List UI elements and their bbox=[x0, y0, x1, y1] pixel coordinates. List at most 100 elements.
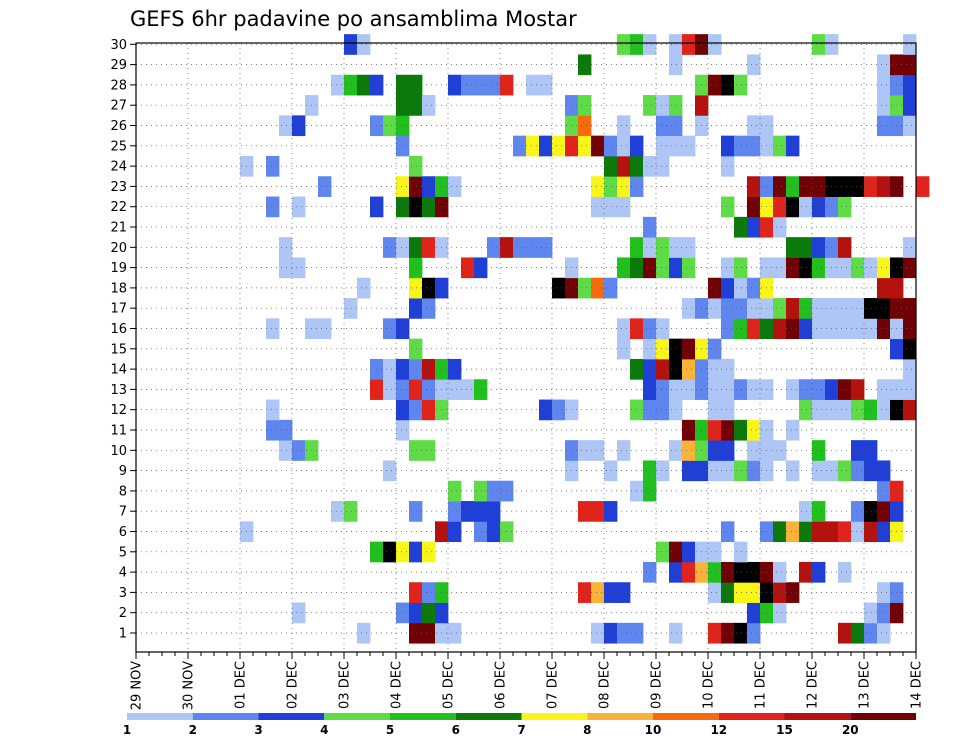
heatmap-cell bbox=[682, 541, 696, 563]
heatmap-cell bbox=[682, 561, 696, 583]
heatmap-cell bbox=[279, 115, 293, 137]
heatmap-cell bbox=[487, 480, 501, 502]
heatmap-cell bbox=[396, 399, 410, 421]
heatmap-cell bbox=[812, 196, 826, 218]
heatmap-cell bbox=[812, 298, 826, 319]
y-tick-label: 4 bbox=[119, 566, 127, 581]
heatmap-cell bbox=[838, 399, 852, 421]
y-tick-label: 15 bbox=[110, 342, 127, 357]
heatmap-cell bbox=[409, 379, 423, 400]
heatmap-cell bbox=[578, 277, 592, 299]
heatmap-cell bbox=[448, 501, 462, 522]
y-tick-label: 3 bbox=[119, 586, 127, 601]
heatmap-cell bbox=[747, 115, 761, 137]
heatmap-cell bbox=[851, 176, 865, 197]
y-tick-label: 30 bbox=[110, 38, 127, 53]
heatmap-cell bbox=[721, 460, 735, 482]
colorbar-label: 1 bbox=[123, 723, 131, 737]
heatmap-cell bbox=[747, 460, 761, 482]
heatmap-cell bbox=[812, 34, 826, 55]
colorbar-label: 7 bbox=[517, 723, 525, 737]
y-tick-label: 8 bbox=[119, 484, 127, 499]
heatmap-cell bbox=[747, 216, 761, 238]
heatmap-cell bbox=[409, 95, 423, 116]
heatmap-cell bbox=[591, 277, 605, 299]
heatmap-cell bbox=[799, 561, 813, 583]
heatmap-cell bbox=[669, 95, 683, 116]
heatmap-cell bbox=[656, 399, 670, 421]
heatmap-cell bbox=[838, 176, 852, 197]
heatmap-cell bbox=[396, 196, 410, 218]
heatmap-cell bbox=[604, 501, 618, 522]
heatmap-cell bbox=[877, 74, 891, 96]
y-tick-label: 9 bbox=[119, 464, 127, 479]
heatmap-cell bbox=[877, 54, 891, 76]
heatmap-cell bbox=[721, 318, 735, 340]
heatmap-cell bbox=[656, 358, 670, 380]
heatmap-cell bbox=[331, 501, 345, 522]
chart-title: GEFS 6hr padavine po ansamblima Mostar bbox=[130, 7, 577, 31]
colorbar-label: 6 bbox=[452, 723, 460, 737]
colorbar-label: 15 bbox=[776, 723, 793, 737]
heatmap-cell bbox=[422, 440, 436, 461]
heatmap-cell bbox=[396, 237, 410, 258]
heatmap-cell bbox=[292, 257, 306, 279]
heatmap-cell bbox=[448, 74, 462, 96]
heatmap-cell bbox=[864, 176, 878, 197]
heatmap-cell bbox=[708, 541, 722, 563]
heatmap-cell bbox=[383, 318, 397, 340]
heatmap-cell bbox=[487, 74, 501, 96]
heatmap-cell bbox=[656, 115, 670, 137]
heatmap-cell bbox=[734, 541, 748, 563]
heatmap-cell bbox=[734, 216, 748, 238]
heatmap-cell bbox=[799, 196, 813, 218]
heatmap-cell bbox=[279, 440, 293, 461]
heatmap-cell bbox=[877, 602, 891, 624]
heatmap-cell bbox=[656, 318, 670, 340]
heatmap-cell bbox=[877, 460, 891, 482]
y-tick-label: 11 bbox=[110, 424, 127, 439]
heatmap-cell bbox=[526, 74, 540, 96]
heatmap-cell bbox=[617, 622, 631, 644]
colorbar-label: 4 bbox=[320, 723, 328, 737]
y-tick-label: 12 bbox=[110, 403, 127, 418]
heatmap-cell bbox=[721, 399, 735, 421]
heatmap-cell bbox=[812, 399, 826, 421]
heatmap-cell bbox=[682, 237, 696, 258]
colorbar-label: 20 bbox=[842, 723, 859, 737]
heatmap-cell bbox=[669, 115, 683, 137]
heatmap-cell bbox=[669, 358, 683, 380]
heatmap-cell bbox=[656, 460, 670, 482]
heatmap-cell bbox=[877, 176, 891, 197]
heatmap-cell bbox=[734, 622, 748, 644]
heatmap-cell bbox=[643, 237, 657, 258]
heatmap-cell bbox=[877, 95, 891, 116]
heatmap-cell bbox=[838, 196, 852, 218]
heatmap-cell bbox=[903, 257, 917, 279]
heatmap-cell bbox=[643, 338, 657, 360]
heatmap-cell bbox=[734, 561, 748, 583]
x-tick-label: 03 DEC bbox=[338, 661, 353, 709]
heatmap-cell bbox=[721, 521, 735, 543]
heatmap-cell bbox=[734, 460, 748, 482]
heatmap-cell bbox=[591, 440, 605, 461]
heatmap-cell bbox=[864, 622, 878, 644]
x-tick-label: 05 DEC bbox=[442, 661, 457, 709]
heatmap-cell bbox=[877, 480, 891, 502]
heatmap-cell bbox=[669, 257, 683, 279]
heatmap-cell bbox=[773, 582, 787, 603]
heatmap-cell bbox=[422, 277, 436, 299]
heatmap-cell bbox=[721, 155, 735, 177]
heatmap-cell bbox=[903, 237, 917, 258]
heatmap-cell bbox=[877, 277, 891, 299]
grid-lines bbox=[136, 43, 916, 652]
heatmap-cell bbox=[773, 176, 787, 197]
heatmap-cell bbox=[734, 257, 748, 279]
y-tick-label: 17 bbox=[110, 302, 127, 317]
heatmap-cell bbox=[708, 74, 722, 96]
heatmap-cell bbox=[617, 176, 631, 197]
heatmap-cell bbox=[409, 541, 423, 563]
y-tick-label: 28 bbox=[110, 78, 127, 93]
heatmap-cell bbox=[604, 460, 618, 482]
heatmap-cell bbox=[448, 622, 462, 644]
